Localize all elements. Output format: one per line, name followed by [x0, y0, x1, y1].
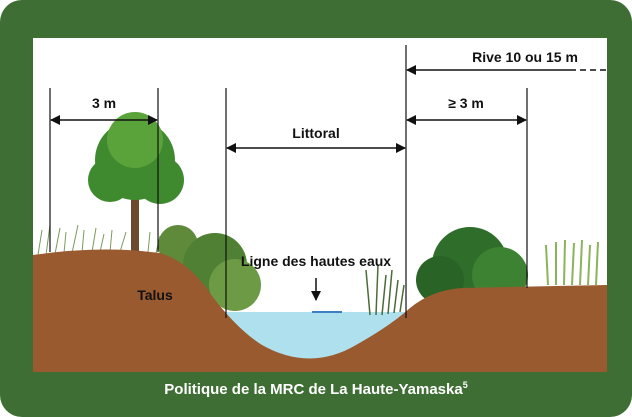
- label: ≥ 3 m: [448, 95, 484, 111]
- frame: 3 m Littoral Rive 10 ou 15 m ≥ 3 m Ligne…: [0, 0, 632, 417]
- label: Ligne des hautes eaux: [241, 253, 391, 269]
- label: Talus: [137, 287, 173, 303]
- label: Rive 10 ou 15 m: [472, 49, 578, 65]
- label: 3 m: [92, 95, 116, 111]
- caption-note: 5: [463, 380, 468, 390]
- label: Littoral: [292, 125, 339, 141]
- diagram: 3 m Littoral Rive 10 ou 15 m ≥ 3 m Ligne…: [0, 0, 632, 417]
- caption: Politique de la MRC de La Haute-Yamaska5: [0, 380, 632, 398]
- caption-text: Politique de la MRC de La Haute-Yamaska: [164, 381, 462, 398]
